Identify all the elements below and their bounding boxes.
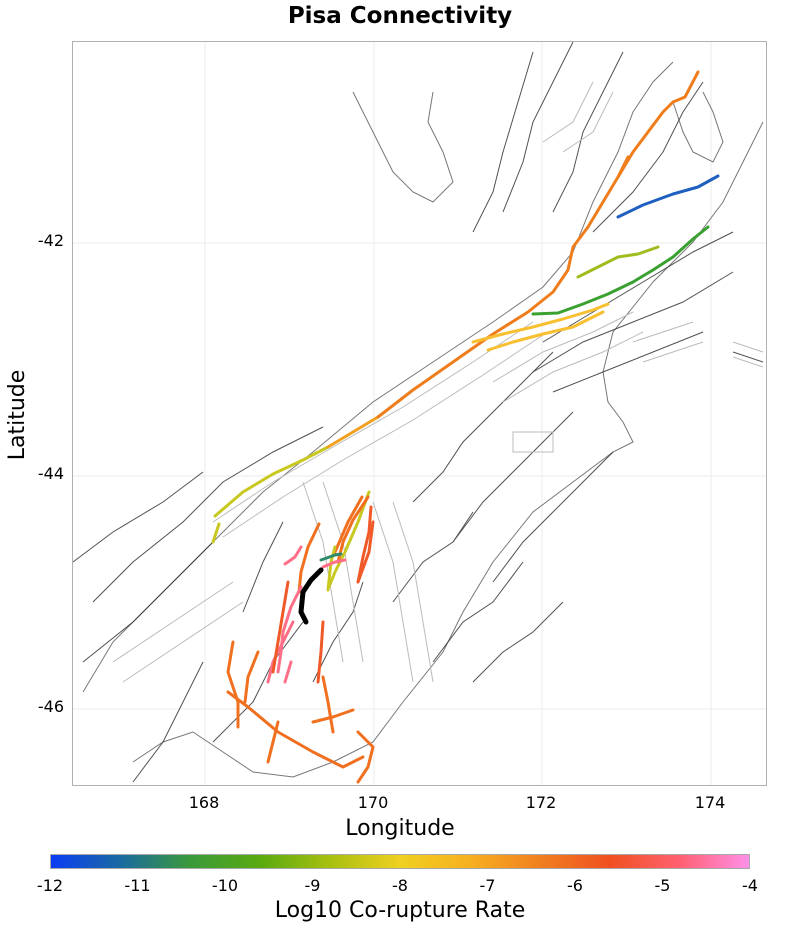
colorbar-label: Log10 Co-rupture Rate (274, 898, 526, 923)
x-tick-label: 170 (357, 793, 389, 812)
colorbar-tick: -8 (392, 876, 408, 895)
x-axis-label: Longitude (345, 816, 455, 841)
colorbar-tick: -11 (124, 876, 151, 895)
colorbar (50, 854, 750, 869)
co-rupture-faults (211, 70, 720, 784)
y-tick-label: -44 (37, 464, 64, 483)
colorbar-tick: -5 (654, 876, 671, 895)
map-plot-area (72, 41, 767, 786)
colorbar-tick: -9 (304, 876, 321, 895)
chart-title: Pisa Connectivity (287, 3, 513, 29)
coastline (82, 61, 764, 778)
y-tick-label: -42 (37, 231, 64, 250)
gridlines (73, 42, 766, 785)
colorbar-tick: -10 (211, 876, 239, 895)
x-tick-label: 172 (525, 793, 557, 812)
colorbar-tick: -12 (36, 876, 64, 895)
y-tick-label: -46 (37, 697, 64, 716)
colorbar-tick: -7 (479, 876, 496, 895)
colorbar-tick: -6 (567, 876, 583, 895)
colorbar-tick: -4 (742, 876, 758, 895)
background-faults (73, 42, 764, 783)
fault-map (73, 42, 766, 785)
y-axis-label: Latitude (5, 369, 30, 461)
rupture-sections (112, 81, 764, 683)
x-tick-label: 174 (694, 793, 726, 812)
x-tick-label: 168 (188, 793, 220, 812)
